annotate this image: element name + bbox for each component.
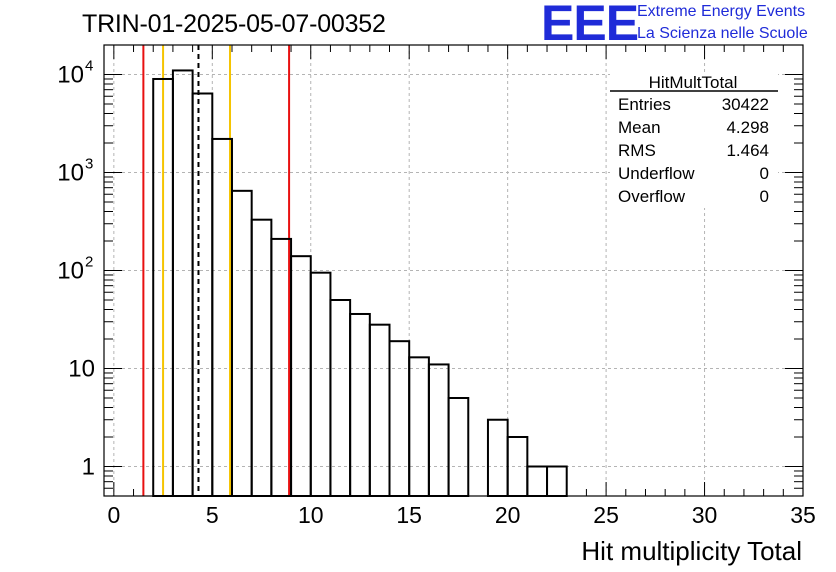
histogram-bin (546, 465, 568, 497)
x-tick-label: 0 (107, 502, 120, 528)
y-tick-exponent: 2 (85, 254, 93, 271)
histogram-bin (486, 418, 509, 497)
eee-logo: EEE (541, 0, 639, 51)
x-tick-label: 15 (396, 502, 422, 528)
y-tick-exponent: 3 (85, 156, 93, 173)
stats-label: Overflow (618, 187, 686, 206)
stats-value: 30422 (722, 95, 769, 114)
y-tick-label: 10 (57, 62, 84, 89)
stats-label: Underflow (618, 164, 695, 183)
histogram-bin (526, 465, 549, 497)
x-tick-label: 5 (206, 502, 219, 528)
stats-label: RMS (618, 141, 656, 160)
histogram-bin (447, 397, 470, 497)
histogram-bin (349, 312, 371, 497)
y-tick-label: 10 (68, 355, 95, 382)
logo-subtitle-2: La Scienza nelle Scuole (637, 25, 808, 42)
histogram-bin (427, 363, 450, 497)
logo-subtitle-1: Extreme Energy Events (637, 3, 806, 20)
x-tick-label: 35 (790, 502, 816, 528)
stats-value: 0 (760, 187, 769, 206)
x-tick-label: 30 (692, 502, 718, 528)
histogram-bin (191, 92, 214, 498)
histogram-bin (388, 340, 411, 497)
stats-label: Mean (618, 118, 661, 137)
x-tick-label: 20 (495, 502, 521, 528)
histogram-series (152, 69, 568, 498)
stats-box: HitMultTotal Entries 30422 Mean 4.298 RMS 1.4… (610, 72, 778, 208)
y-tick-label: 10 (57, 160, 84, 187)
y-tick-exponent: 4 (85, 58, 93, 75)
histogram-bin (250, 218, 273, 497)
marker-lines (142, 45, 291, 496)
y-tick-label: 1 (82, 453, 95, 480)
stats-value: 0 (760, 164, 769, 183)
stats-label: Entries (618, 95, 671, 114)
stats-value: 1.464 (726, 141, 769, 160)
chart-title: TRIN-01-2025-05-07-00352 (82, 10, 386, 38)
stats-title: HitMultTotal (649, 73, 738, 92)
y-tick-label: 10 (57, 258, 84, 285)
histogram-bin (368, 323, 391, 497)
histogram-bin (408, 356, 430, 497)
histogram-bin (309, 271, 332, 497)
histogram-bin (230, 189, 253, 498)
x-axis-label: Hit multiplicity Total (581, 536, 802, 566)
x-tick-label: 10 (298, 502, 324, 528)
x-tick-label: 25 (593, 502, 619, 528)
axis-ticks (104, 44, 804, 497)
stats-value: 4.298 (726, 118, 769, 137)
histogram-bin (171, 69, 194, 498)
histogram-bin (290, 255, 312, 497)
